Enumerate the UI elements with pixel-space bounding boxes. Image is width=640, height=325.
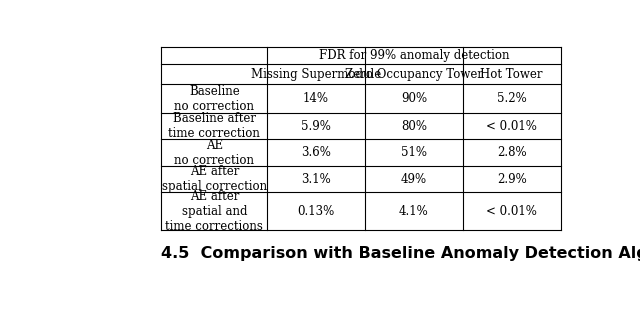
Text: AE
no correction: AE no correction [174,139,254,167]
Text: Baseline
no correction: Baseline no correction [174,84,254,113]
Text: 90%: 90% [401,92,427,105]
Text: Zero Occupancy Tower: Zero Occupancy Tower [345,68,483,81]
Text: 4.5  Comparison with Baseline Anomaly Detection Algorithm: 4.5 Comparison with Baseline Anomaly Det… [161,246,640,261]
Text: 51%: 51% [401,146,427,159]
Text: Missing Supermodule: Missing Supermodule [251,68,381,81]
Text: AE after
spatial correction: AE after spatial correction [162,165,267,193]
Text: 80%: 80% [401,120,427,133]
Text: 49%: 49% [401,173,427,186]
Text: FDR for 99% anomaly detection: FDR for 99% anomaly detection [319,49,509,62]
Text: 4.1%: 4.1% [399,205,429,218]
Text: < 0.01%: < 0.01% [486,120,537,133]
Text: 5.9%: 5.9% [301,120,331,133]
Text: Hot Tower: Hot Tower [481,68,543,81]
Text: Baseline after
time correction: Baseline after time correction [168,112,260,140]
Text: AE after
spatial and
time corrections: AE after spatial and time corrections [165,190,263,233]
Text: 5.2%: 5.2% [497,92,527,105]
Text: 14%: 14% [303,92,329,105]
Text: 0.13%: 0.13% [298,205,335,218]
Text: 2.8%: 2.8% [497,146,527,159]
Text: 3.6%: 3.6% [301,146,331,159]
Text: 2.9%: 2.9% [497,173,527,186]
Text: 3.1%: 3.1% [301,173,331,186]
Text: < 0.01%: < 0.01% [486,205,537,218]
